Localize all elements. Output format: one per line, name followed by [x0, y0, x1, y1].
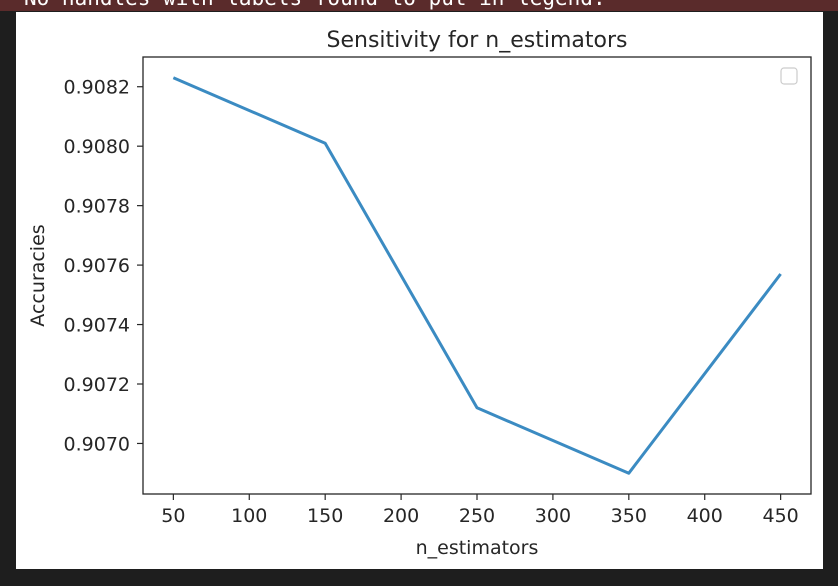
- chart: Sensitivity for n_estimators 50 100 150 200 2…: [27, 28, 812, 559]
- plot-frame: [142, 56, 812, 495]
- x-tick-label: 100: [231, 505, 267, 527]
- x-tick-label: 250: [459, 505, 495, 527]
- legend-box: [780, 67, 798, 85]
- warning-banner: No handles with labels found to put in l…: [0, 0, 838, 11]
- y-tick-label: 0.9078: [64, 196, 130, 218]
- warning-text: No handles with labels found to put in l…: [24, 0, 606, 10]
- x-tick-label: 300: [535, 505, 571, 527]
- y-axis-label: Accuracies: [27, 224, 49, 326]
- x-axis-label: n_estimators: [416, 537, 539, 559]
- y-tick-label: 0.9070: [64, 433, 130, 455]
- y-tick-label: 0.9080: [64, 136, 130, 158]
- y-tick-label: 0.9074: [64, 315, 130, 337]
- chart-title: Sensitivity for n_estimators: [327, 28, 628, 53]
- y-tick-label: 0.9076: [64, 255, 130, 277]
- x-tick-label: 450: [763, 505, 799, 527]
- x-tick-label: 350: [611, 505, 647, 527]
- x-tick-label: 150: [307, 505, 343, 527]
- plot-output: Sensitivity for n_estimators 50 100 150 200 2…: [16, 12, 823, 569]
- y-tick-label: 0.9082: [64, 77, 130, 99]
- x-tick-label: 50: [161, 505, 185, 527]
- x-tick-label: 200: [383, 505, 419, 527]
- series-line: [172, 76, 782, 475]
- y-tick-label: 0.9072: [64, 374, 130, 396]
- x-tick-label: 400: [687, 505, 723, 527]
